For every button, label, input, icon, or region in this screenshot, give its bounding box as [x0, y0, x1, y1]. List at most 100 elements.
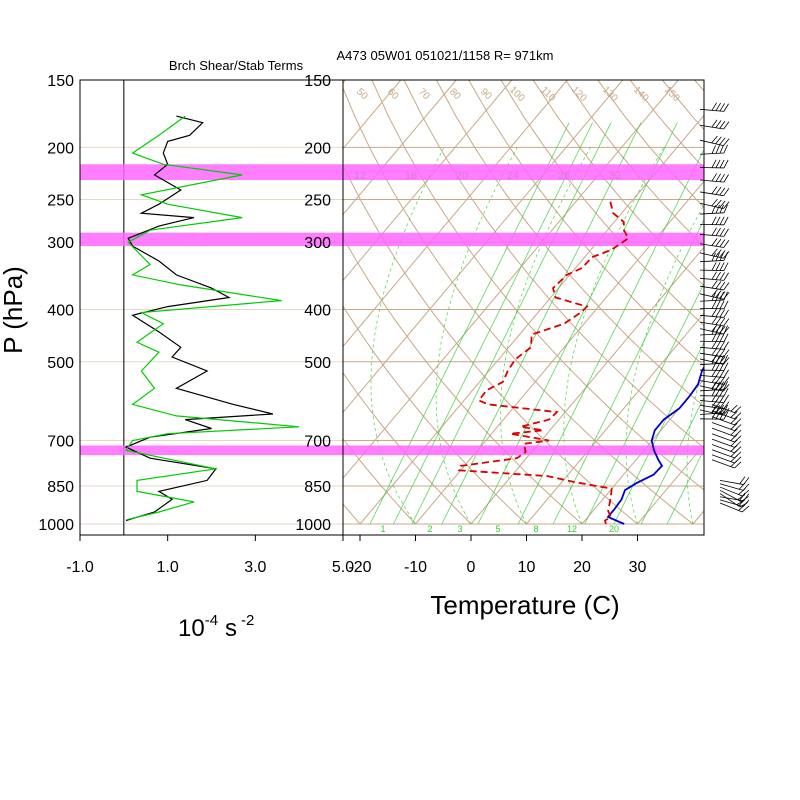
left-xlabel-base: 10: [178, 615, 205, 642]
mixing-ratio-line-28: [640, 396, 704, 525]
mixing-ratio-label-bottom-8: 8: [533, 524, 538, 534]
wind-barb-7: [699, 198, 730, 210]
mixing-ratio-label-bottom-2: 2: [427, 524, 432, 534]
left-xtick--1.0: -1.0: [66, 559, 94, 576]
moist-adiabat--10: [370, 147, 445, 525]
wind-barb-50: [711, 459, 742, 469]
isotherm--20: [359, 114, 704, 525]
left-ytick-300: 300: [47, 235, 74, 252]
wind-barb-40: [711, 404, 742, 414]
dry-adiabat-160: [727, 80, 800, 524]
wind-barb-20: [699, 308, 729, 318]
left-ytick-150: 150: [47, 73, 74, 90]
right-xtick-0: 0: [467, 559, 476, 576]
left-series-group: [124, 115, 300, 522]
wind-barb-14: [699, 262, 729, 271]
theta-label-60: 60: [385, 86, 401, 102]
mixing-ratio-label-bottom-20: 20: [609, 524, 619, 534]
right-highlight-band-2: [343, 445, 704, 456]
left-xlabel-unit: s: [225, 615, 237, 642]
dry-adiabat-0: [343, 372, 472, 525]
wind-barb-4: [699, 159, 729, 169]
wind-barbs: [699, 102, 750, 513]
theta-label-120: 120: [569, 84, 589, 104]
wind-barb-13: [699, 252, 728, 263]
right-xtick--10: -10: [404, 559, 427, 576]
left-series-line-0: [124, 115, 274, 522]
isotherm-0: [470, 246, 704, 525]
mixing-ratio-line-24: [613, 341, 704, 525]
wind-barb-58: [719, 502, 750, 513]
wind-barb-11: [699, 238, 730, 248]
left-highlight-band-2: [80, 445, 343, 456]
wind-barb-1: [699, 119, 730, 130]
dry-adiabat-180: [792, 80, 800, 524]
wind-barb-10: [699, 227, 729, 237]
left-xtick-5.0: 5.0: [332, 559, 354, 576]
right-plot-frame: [342, 79, 705, 536]
moist-adiabat-0: [435, 147, 518, 525]
wind-barb-19: [699, 300, 729, 310]
dry-adiabat-50: [371, 80, 704, 491]
wind-barb-41: [711, 410, 742, 420]
wind-barb-25: [699, 340, 729, 350]
isotherm--30: [343, 80, 679, 480]
left-ylabel: P (hPa): [0, 266, 28, 354]
right-ytick-700: 700: [304, 434, 331, 451]
wind-barb-24: [699, 333, 729, 343]
mixing-ratio-line-3: [411, 122, 612, 525]
left-ytick-250: 250: [47, 193, 74, 210]
left-xlabel-exp: -4: [205, 612, 218, 629]
theta-label-70: 70: [416, 86, 432, 102]
right-xtick-10: 10: [518, 559, 536, 576]
left-highlight-band-1: [80, 232, 343, 247]
left-title: Brch Shear/Stab Terms: [169, 58, 304, 73]
moist-adiabat-30: [625, 203, 704, 525]
isotherm--50: [343, 80, 568, 348]
mixing-ratio-label-bottom-5: 5: [495, 524, 500, 534]
dry-adiabat-150: [694, 80, 704, 92]
temperature-profile-line: [606, 365, 704, 525]
wind-barb-9: [699, 216, 729, 226]
moist-adiabat-20: [563, 147, 665, 525]
left-highlight-bands: [80, 164, 343, 456]
isotherm-40: [692, 510, 704, 525]
left-ytick-700: 700: [47, 434, 74, 451]
mixing-ratio-label-bottom-3: 3: [457, 524, 462, 534]
left-highlight-band-0: [80, 164, 343, 181]
dry-adiabat-170: [759, 80, 800, 524]
right-ytick-150: 150: [304, 73, 331, 90]
right-ytick-200: 200: [304, 140, 331, 157]
theta-label-150: 150: [662, 84, 682, 104]
right-highlight-band-0: [343, 164, 704, 181]
left-tick-labels: 150 200 250 300 400 500 700 850 1000 -1.0 1.0 3.0 5.…: [38, 73, 354, 576]
theta-label-50: 50: [354, 86, 370, 102]
wind-barb-2: [699, 135, 730, 146]
dry-adiabat-100: [532, 80, 704, 287]
wind-barb-6: [699, 186, 730, 197]
right-ytick-1000: 1000: [295, 517, 331, 534]
moist-adiabat-40: [686, 362, 704, 525]
right-ytick-250: 250: [304, 193, 331, 210]
right-xtick--20: -20: [348, 559, 371, 576]
wind-barb-42: [711, 416, 742, 426]
isotherm--40: [343, 80, 624, 414]
right-ytick-500: 500: [304, 355, 331, 372]
theta-label-110: 110: [538, 85, 557, 104]
wind-barb-15: [699, 271, 729, 281]
left-ytick-200: 200: [47, 140, 74, 157]
mixing-ratio-line-32: [666, 448, 704, 525]
left-xlabel: 10-4 s -2: [178, 612, 254, 642]
right-xtick-30: 30: [629, 559, 647, 576]
mixing-ratio-line-8: [477, 122, 678, 525]
wind-barb-44: [711, 427, 742, 437]
isotherm-50: [749, 80, 800, 524]
left-ytick-500: 500: [47, 355, 74, 372]
wind-barb-12: [699, 248, 730, 259]
mixing-ratio-line-5: [441, 122, 642, 525]
dry-adiabat-110: [565, 80, 704, 248]
mixing-ratio-label-bottom-1: 1: [380, 524, 385, 534]
right-xlabel: Temperature (C): [430, 590, 619, 620]
